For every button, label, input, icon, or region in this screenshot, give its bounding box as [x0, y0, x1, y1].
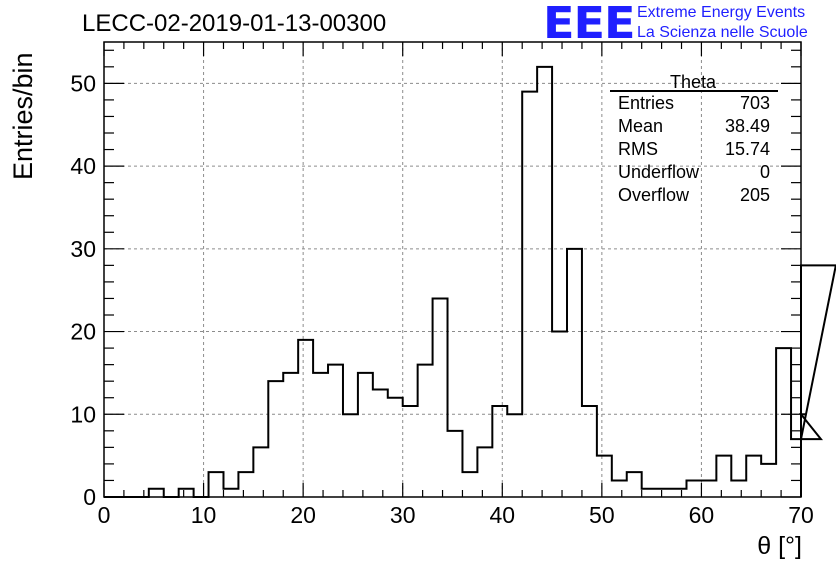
- x-tick-label: 10: [191, 502, 217, 528]
- histogram-bin: [746, 456, 761, 497]
- histogram-outline: [104, 65, 836, 498]
- histogram-bin: [672, 489, 687, 497]
- histogram-bin: [477, 447, 492, 497]
- x-tick-label: 50: [589, 502, 615, 528]
- histogram-bin: [537, 67, 552, 497]
- histogram-bin: [642, 489, 657, 497]
- histogram-bin: [492, 406, 507, 497]
- y-tick-label: 30: [70, 236, 96, 262]
- histogram-bin: [448, 431, 463, 497]
- eee-logo-mark: EEE: [543, 0, 636, 49]
- histogram-bin: [313, 373, 328, 497]
- stats-label: Mean: [618, 116, 664, 136]
- y-tick-label: 40: [70, 153, 96, 179]
- stats-row-overflow: Overflow 205: [618, 185, 770, 206]
- histogram-bin: [418, 365, 433, 497]
- histogram-bin: [209, 472, 224, 497]
- histogram-bin: [597, 456, 612, 497]
- y-tick-label: 10: [70, 401, 96, 427]
- histogram-bin: [567, 249, 582, 497]
- histogram-bin: [776, 348, 791, 497]
- stats-row-rms: RMS 15.74: [618, 139, 770, 160]
- x-tick-label: 60: [689, 502, 715, 528]
- y-tick-label: 0: [83, 484, 96, 510]
- y-tick-label: 20: [70, 319, 96, 345]
- histogram-bin: [657, 489, 672, 497]
- stats-title: Theta: [669, 72, 717, 92]
- x-axis-label: θ [°]: [757, 532, 802, 560]
- logo-line-1: Extreme Energy Events: [637, 4, 806, 21]
- stats-divider: [610, 90, 778, 92]
- histogram-bin: [268, 381, 283, 497]
- stats-label: RMS: [618, 139, 658, 159]
- histogram-bin: [403, 406, 418, 497]
- histogram-bin: [716, 456, 731, 497]
- histogram-bin: [328, 365, 343, 497]
- histogram-bin: [701, 480, 716, 497]
- y-tick-label: 50: [70, 70, 96, 96]
- stats-value: 0: [759, 162, 770, 182]
- histogram-bin: [507, 414, 522, 497]
- histogram-bin: [179, 489, 194, 497]
- histogram-bin: [612, 480, 627, 497]
- plot-frame: [103, 41, 802, 498]
- histogram-bin: [149, 489, 164, 497]
- histogram-bin: [522, 92, 537, 497]
- histogram-bin: [462, 472, 477, 497]
- stats-label: Underflow: [618, 162, 700, 182]
- histogram-bin: [358, 373, 373, 497]
- histogram-bin: [582, 406, 597, 497]
- stats-label: Overflow: [618, 185, 690, 205]
- stats-value: 205: [739, 185, 770, 205]
- stats-label: Entries: [618, 93, 675, 113]
- histogram-bin: [686, 480, 701, 497]
- histogram-bin: [283, 373, 298, 497]
- logo-line-2: La Scienza nelle Scuole: [637, 24, 808, 41]
- stats-row-underflow: Underflow 0: [618, 162, 770, 183]
- stats-row-mean: Mean 38.49: [618, 116, 770, 137]
- chart-title: LECC-02-2019-01-13-00300: [82, 10, 387, 37]
- histogram-bin: [298, 340, 313, 497]
- histogram-bin: [238, 472, 253, 497]
- x-tick-label: 40: [489, 502, 515, 528]
- histogram-bin: [373, 389, 388, 497]
- stats-row-entries: Entries 703: [618, 93, 770, 114]
- stats-value: 703: [739, 93, 770, 113]
- x-tick-label: 30: [390, 502, 416, 528]
- histogram-bin: [761, 464, 776, 497]
- histogram-bin: [731, 480, 746, 497]
- histogram-bin: [343, 414, 358, 497]
- x-tick-label: 20: [290, 502, 316, 528]
- histogram-bin: [552, 332, 567, 497]
- histogram-bin: [223, 489, 238, 497]
- y-axis-label: Entries/bin: [8, 52, 38, 180]
- histogram-bin: [433, 298, 448, 497]
- x-tick-label: 0: [98, 502, 111, 528]
- histogram-bin: [253, 447, 268, 497]
- histogram-bin: [388, 398, 403, 497]
- x-tick-label: 70: [788, 502, 814, 528]
- stats-value: 15.74: [724, 139, 770, 159]
- histogram-bin: [627, 472, 642, 497]
- stats-value: 38.49: [724, 116, 770, 136]
